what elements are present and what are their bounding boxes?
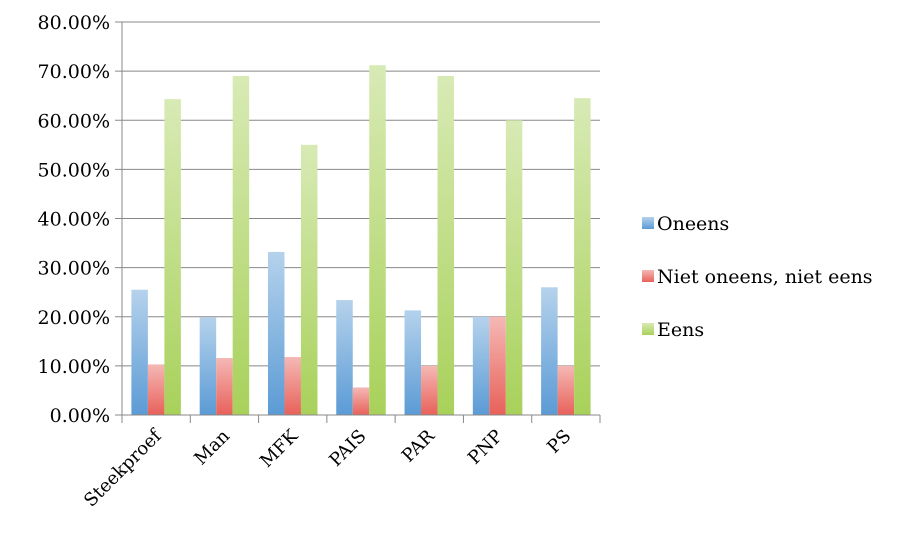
axes bbox=[115, 21, 601, 423]
bar-niet-oneens-niet-eens bbox=[557, 365, 575, 415]
bar-eens bbox=[437, 76, 455, 415]
x-tick-label: PAIS bbox=[325, 426, 370, 471]
bar-niet-oneens-niet-eens bbox=[421, 365, 438, 415]
legend: Oneens Niet oneens, niet eens Eens bbox=[642, 213, 873, 341]
x-tick-label: PAR bbox=[398, 425, 439, 466]
bars bbox=[131, 65, 591, 416]
bar-oneens bbox=[541, 287, 558, 415]
bar-oneens bbox=[131, 289, 148, 415]
legend-label: Niet oneens, niet eens bbox=[657, 266, 873, 288]
bar-oneens bbox=[199, 317, 217, 415]
y-tick-label: 0.00% bbox=[50, 405, 110, 427]
bar-eens bbox=[232, 76, 250, 415]
y-tick-label: 20.00% bbox=[38, 307, 110, 329]
bar-oneens bbox=[267, 251, 285, 415]
y-tick-label: 70.00% bbox=[38, 61, 110, 83]
bar-niet-oneens-niet-eens bbox=[216, 358, 233, 415]
y-tick-labels: 0.00% 10.00% 20.00% 30.00% 40.00% 50.00% 60.00… bbox=[38, 12, 110, 427]
bar-eens bbox=[505, 120, 523, 415]
x-tick-label: PNP bbox=[464, 426, 507, 469]
x-tick-label: PS bbox=[543, 426, 575, 458]
legend-swatch bbox=[642, 217, 654, 229]
x-tick-label: Steekproef bbox=[80, 425, 167, 512]
bar-eens bbox=[369, 65, 386, 415]
bar-eens bbox=[164, 99, 181, 415]
x-tick-label: MFK bbox=[256, 425, 303, 472]
legend-swatch bbox=[642, 270, 654, 282]
bar-niet-oneens-niet-eens bbox=[147, 364, 165, 415]
bar-niet-oneens-niet-eens bbox=[489, 316, 506, 415]
y-tick-label: 80.00% bbox=[38, 12, 110, 34]
y-tick-label: 10.00% bbox=[38, 356, 110, 378]
x-tick-labels: Steekproef Man MFK PAIS PAR PNP PS bbox=[80, 425, 575, 512]
legend-swatch bbox=[642, 323, 654, 335]
gridlines bbox=[122, 21, 600, 367]
bar-oneens bbox=[472, 316, 490, 415]
legend-label: Oneens bbox=[657, 213, 729, 235]
bar-eens bbox=[574, 98, 591, 416]
y-tick-label: 40.00% bbox=[38, 209, 110, 231]
bar-oneens bbox=[404, 310, 422, 415]
y-tick-label: 50.00% bbox=[38, 159, 110, 181]
bar-eens bbox=[300, 144, 318, 415]
bar-niet-oneens-niet-eens bbox=[284, 357, 301, 415]
bar-oneens bbox=[336, 300, 353, 415]
bar-niet-oneens-niet-eens bbox=[352, 387, 370, 415]
y-tick-label: 30.00% bbox=[38, 258, 110, 280]
y-tick-label: 60.00% bbox=[38, 110, 110, 132]
x-tick-label: Man bbox=[190, 425, 234, 469]
legend-label: Eens bbox=[657, 319, 704, 341]
